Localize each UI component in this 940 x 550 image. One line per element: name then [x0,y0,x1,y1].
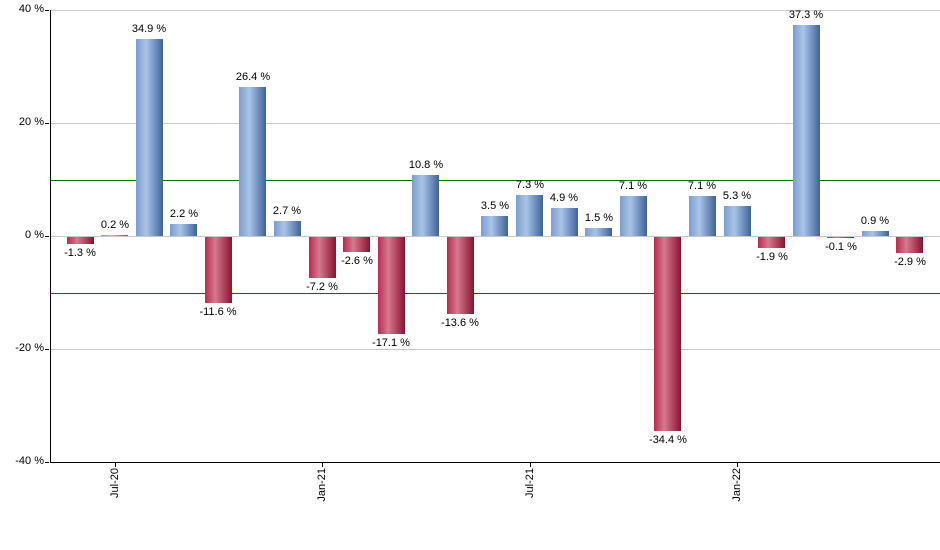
bar-value-label: 3.5 % [480,200,510,212]
y-tick-mark [45,123,49,124]
x-axis-line [50,462,940,463]
bar-value-label: -2.9 % [894,256,926,268]
x-tick-mark [530,463,531,467]
y-axis-line [50,10,51,463]
x-tick-mark [737,463,738,467]
chart-bar [136,39,163,236]
chart-bar [274,221,301,236]
bar-value-label: 7.1 % [687,180,717,192]
y-tick-label: 40 % [18,3,44,15]
x-tick-label-text: Jan-21 [316,468,328,502]
y-tick-label: 20 % [18,116,44,128]
bar-value-label: 1.5 % [584,212,614,224]
gridline-20 [50,123,940,124]
threshold-line--10 [50,293,940,294]
bar-value-label: 37.3 % [788,9,824,21]
gridline-40 [50,10,940,11]
chart-bar [793,25,820,236]
chart-bar [689,196,716,236]
x-tick-mark [322,463,323,467]
bar-value-label: -34.4 % [649,434,687,446]
chart-bar [481,216,508,236]
bar-value-label: 7.3 % [515,179,545,191]
chart-bar [101,235,128,236]
bar-value-label: -1.3 % [64,247,96,259]
chart-bar [758,237,785,248]
bar-value-label: -2.6 % [341,255,373,267]
bar-value-label: 0.2 % [100,219,130,231]
x-tick-label-text: Jul-20 [109,468,121,498]
y-tick-mark [45,10,49,11]
chart-bar [67,237,94,244]
chart-bar [896,237,923,253]
bar-value-label: 10.8 % [408,159,444,171]
bar-value-label: 0.9 % [860,215,890,227]
bar-value-label: -0.1 % [825,241,857,253]
chart-bar [585,228,612,236]
bar-value-label: 2.7 % [272,205,302,217]
bar-value-label: -1.9 % [756,251,788,263]
threshold-line-10 [50,180,940,181]
bar-value-label: -11.6 % [199,306,237,318]
bar-value-label: 7.1 % [618,180,648,192]
bar-value-label: -7.2 % [306,281,338,293]
chart-bar [447,237,474,314]
chart-bar [551,208,578,236]
bar-value-label: 5.3 % [722,190,752,202]
bar-value-label: 2.2 % [169,208,199,220]
y-tick-label: 0 % [25,229,44,241]
bar-value-label: 34.9 % [131,23,167,35]
y-tick-label: -40 % [15,455,44,467]
chart-bar [170,224,197,236]
x-tick-label-text: Jan-22 [731,468,743,502]
chart-bar [654,237,681,431]
chart-bar [239,87,266,236]
chart-bar [724,206,751,236]
y-tick-mark [45,462,49,463]
chart-bar [862,231,889,236]
bar-value-label: 4.9 % [549,192,579,204]
gridline--20 [50,349,940,350]
bar-value-label: 26.4 % [235,71,271,83]
y-tick-mark [45,349,49,350]
y-tick-label: -20 % [15,342,44,354]
x-tick-mark [115,463,116,467]
chart-bar [516,195,543,236]
bar-value-label: -13.6 % [441,317,479,329]
x-tick-label-text: Jul-21 [524,468,536,498]
chart-bar [309,237,336,278]
chart-bar [378,237,405,334]
bar-value-label: -17.1 % [372,337,410,349]
gridline-0 [50,236,940,237]
y-tick-mark [45,236,49,237]
chart-bar [412,175,439,236]
chart-bar [343,237,370,252]
chart-bar [827,237,854,238]
chart-bar [620,196,647,236]
chart-bar [205,237,232,303]
